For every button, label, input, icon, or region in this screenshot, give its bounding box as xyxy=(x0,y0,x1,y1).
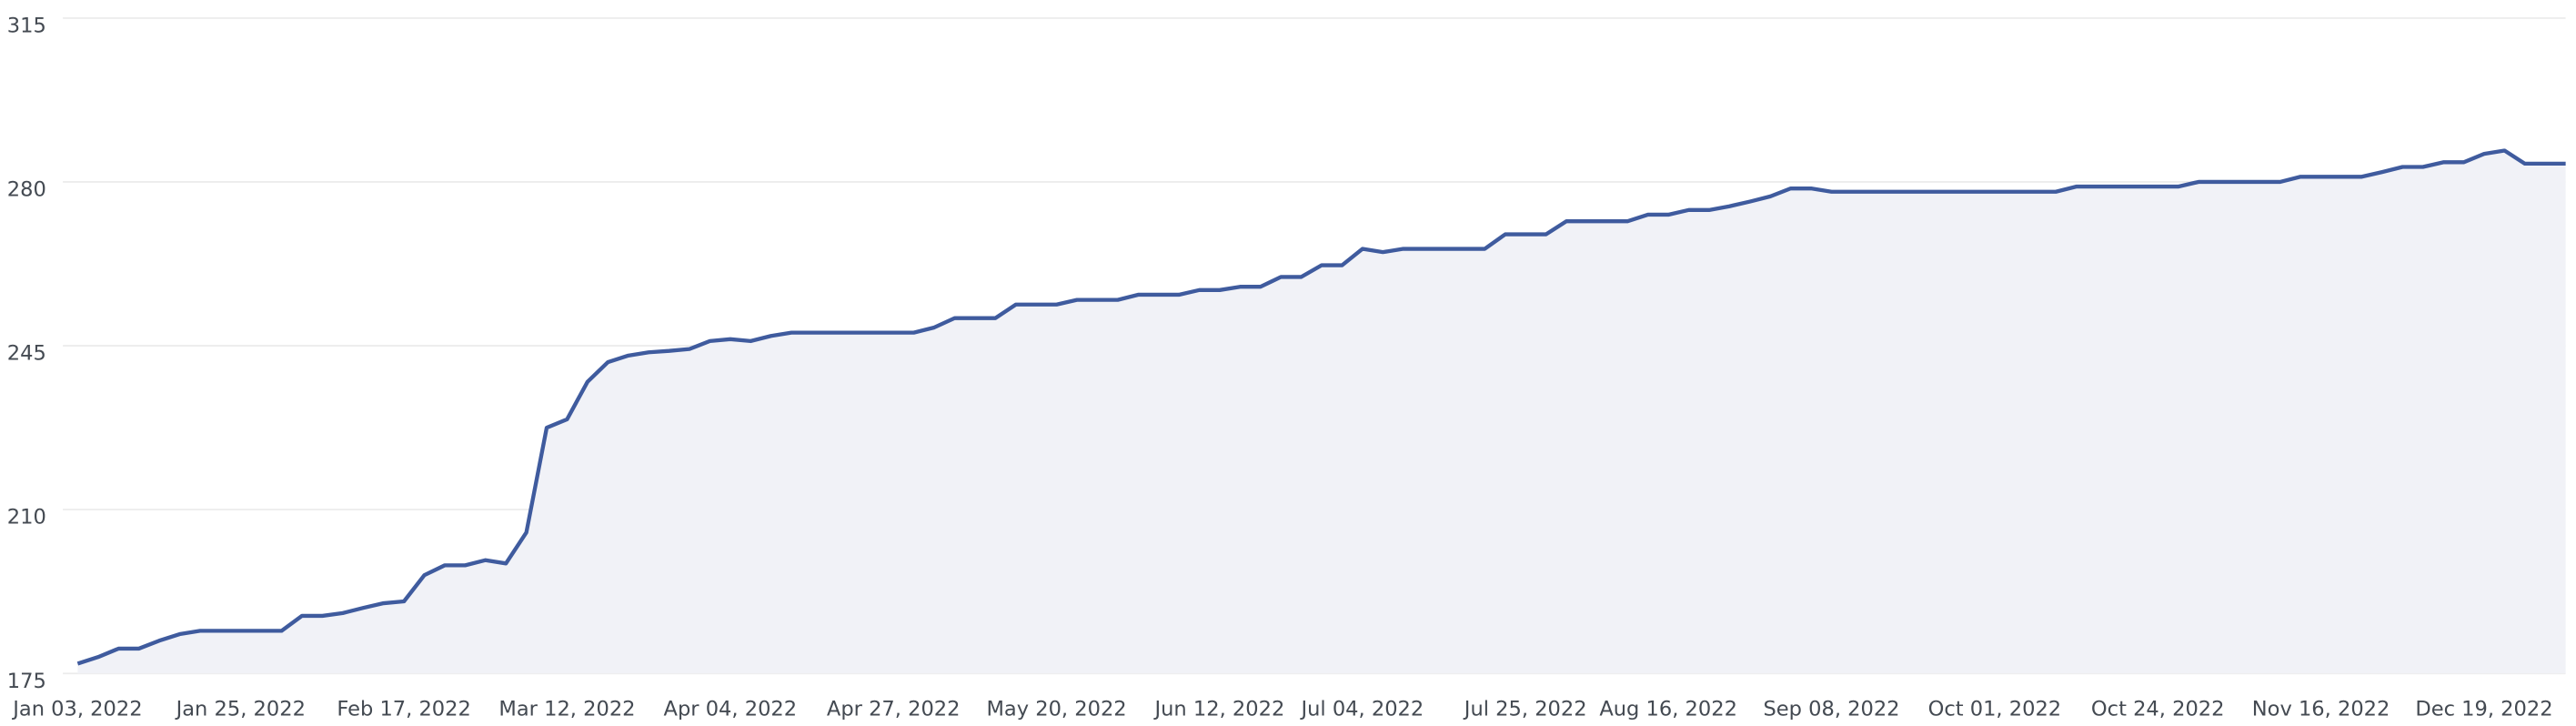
x-tick-label: Mar 12, 2022 xyxy=(498,697,635,721)
x-tick-label: Jan 03, 2022 xyxy=(11,697,142,721)
area xyxy=(77,150,2566,674)
y-tick-label: 210 xyxy=(7,506,46,529)
x-tick-label: Sep 08, 2022 xyxy=(1763,697,1899,721)
x-tick-label: Jul 04, 2022 xyxy=(1299,697,1424,721)
y-tick-label: 175 xyxy=(7,670,46,693)
x-tick-label: Jan 25, 2022 xyxy=(175,697,306,721)
x-tick-label: Aug 16, 2022 xyxy=(1599,697,1737,721)
x-tick-label: Apr 27, 2022 xyxy=(827,697,961,721)
line xyxy=(76,148,2566,666)
x-tick-label: Oct 01, 2022 xyxy=(1928,697,2062,721)
x-tick-label: Jul 25, 2022 xyxy=(1463,697,1587,721)
x-tick-label: Apr 04, 2022 xyxy=(664,697,798,721)
x-tick-label: Jun 12, 2022 xyxy=(1153,697,1285,721)
x-tick-label: Dec 19, 2022 xyxy=(2415,697,2552,721)
x-tick-label: Nov 16, 2022 xyxy=(2252,697,2390,721)
y-tick-label: 245 xyxy=(7,342,46,366)
x-tick-label: Feb 17, 2022 xyxy=(337,697,470,721)
y-tick-label: 315 xyxy=(7,14,46,37)
x-tick-label: May 20, 2022 xyxy=(986,697,1126,721)
x-tick-label: Oct 24, 2022 xyxy=(2091,697,2225,721)
y-tick-label: 280 xyxy=(7,177,46,201)
